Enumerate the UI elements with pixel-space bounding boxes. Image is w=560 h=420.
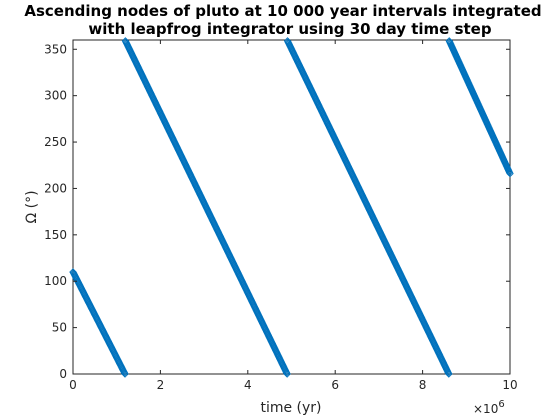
chart-title-line-2: with leapfrog integrator using 30 day ti… [88, 20, 491, 38]
y-tick-label: 150 [44, 228, 67, 242]
y-tick-label: 350 [44, 42, 67, 56]
y-tick-label: 0 [59, 367, 67, 381]
x-tick-label: 10 [502, 378, 517, 392]
y-tick-label: 100 [44, 274, 67, 288]
y-tick-label: 50 [52, 321, 67, 335]
y-tick-label: 250 [44, 135, 67, 149]
x-tick-label: 8 [419, 378, 427, 392]
y-tick-label: 300 [44, 89, 67, 103]
x-exponent-base: ×10 [473, 402, 498, 416]
x-tick-label: 4 [244, 378, 252, 392]
x-axis-label: time (yr) [260, 400, 321, 416]
x-tick-label: 0 [69, 378, 77, 392]
x-tick-label: 6 [331, 378, 339, 392]
plot-box [73, 40, 510, 374]
plot-area [73, 40, 510, 374]
chart-title-line-1: Ascending nodes of pluto at 10 000 year … [24, 2, 541, 20]
x-tick-label: 2 [157, 378, 165, 392]
y-tick-label: 200 [44, 181, 67, 195]
y-axis-label: Ω (°) [24, 190, 40, 223]
x-exponent-power: 6 [498, 399, 504, 410]
